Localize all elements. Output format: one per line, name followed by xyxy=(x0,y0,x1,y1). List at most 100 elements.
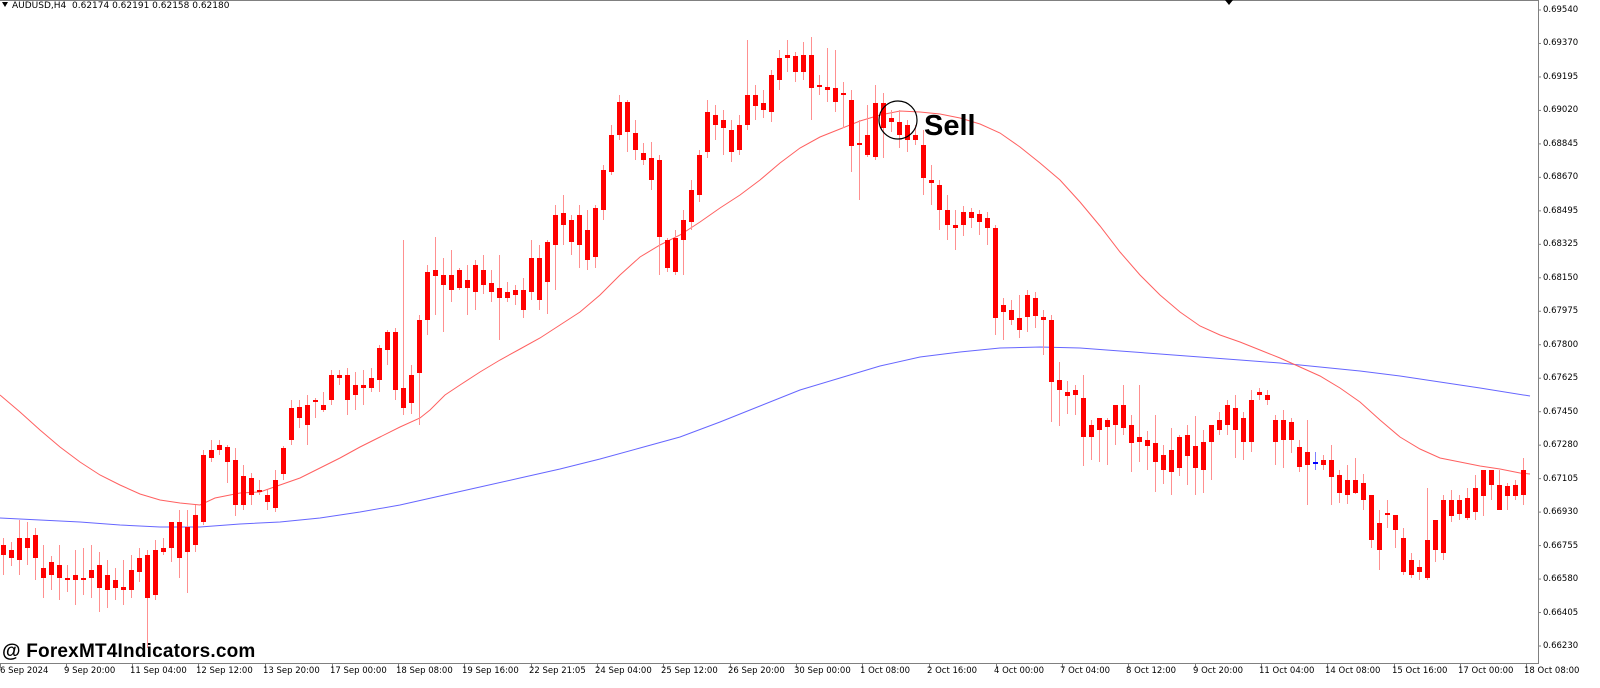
candle xyxy=(249,473,254,505)
candle xyxy=(977,210,982,235)
candle xyxy=(337,370,342,385)
candle xyxy=(153,540,158,600)
candle xyxy=(1489,470,1494,500)
candle xyxy=(553,205,558,290)
collapse-triangle-icon[interactable] xyxy=(2,2,8,7)
time-tick-label: 19 Sep 16:00 xyxy=(462,666,519,676)
candle xyxy=(1177,435,1182,476)
candle xyxy=(1473,475,1478,520)
candle xyxy=(281,446,286,480)
candle xyxy=(961,206,966,236)
candle xyxy=(345,368,350,415)
candle xyxy=(489,270,494,302)
candle xyxy=(1081,375,1086,466)
candle xyxy=(113,568,118,600)
candle xyxy=(849,90,854,172)
candle xyxy=(129,555,134,598)
price-tick-label: 0.67625 xyxy=(1543,373,1579,384)
candle xyxy=(777,50,782,90)
candle xyxy=(1137,385,1142,462)
candle xyxy=(161,538,166,555)
symbol-timeframe: AUDUSD,H4 xyxy=(12,1,67,11)
candle xyxy=(1369,495,1374,548)
price-tick-label: 0.69020 xyxy=(1543,105,1579,116)
candle xyxy=(353,372,358,410)
candle xyxy=(633,120,638,160)
candle xyxy=(953,210,958,250)
candle xyxy=(641,143,646,165)
candle xyxy=(1009,300,1014,325)
candle xyxy=(97,552,102,612)
candle xyxy=(929,165,934,205)
candle xyxy=(41,545,46,598)
price-tick-label: 0.68845 xyxy=(1543,138,1579,149)
candle xyxy=(1313,452,1318,470)
time-tick-label: 18 Sep 08:00 xyxy=(396,666,453,676)
candle xyxy=(433,237,438,315)
time-tick-label: 15 Oct 16:00 xyxy=(1392,666,1448,676)
candle xyxy=(737,115,742,155)
time-tick-label: 7 Oct 04:00 xyxy=(1060,666,1111,676)
candle xyxy=(385,330,390,365)
candle xyxy=(1209,425,1214,480)
candle xyxy=(1329,445,1334,505)
moving-average-fast xyxy=(0,110,1531,506)
candle xyxy=(673,230,678,275)
candle xyxy=(73,550,78,605)
candle xyxy=(1441,495,1446,560)
candle xyxy=(369,368,374,392)
candle xyxy=(601,165,606,220)
candle xyxy=(1001,298,1006,340)
candle xyxy=(993,225,998,335)
candle xyxy=(857,120,862,200)
ohlc-values: 0.62174 0.62191 0.62158 0.62180 xyxy=(72,1,230,11)
candle xyxy=(225,445,230,483)
candle xyxy=(529,240,534,300)
candle xyxy=(145,550,150,648)
candle xyxy=(169,522,174,562)
candle xyxy=(713,105,718,140)
candle xyxy=(745,40,750,130)
candle xyxy=(1377,510,1382,570)
price-tick-label: 0.66755 xyxy=(1543,540,1579,551)
candle xyxy=(17,520,22,575)
price-tick-label: 0.67105 xyxy=(1543,473,1579,484)
time-tick-label: 9 Oct 20:00 xyxy=(1193,666,1244,676)
price-tick-label: 0.67450 xyxy=(1543,406,1579,417)
candlestick-series xyxy=(1,37,1526,648)
candle xyxy=(1025,290,1030,332)
candle xyxy=(65,565,70,592)
candle xyxy=(897,110,902,148)
candle xyxy=(361,370,366,405)
time-tick-label: 30 Sep 00:00 xyxy=(794,666,851,676)
candle xyxy=(1017,295,1022,338)
time-tick-label: 12 Sep 12:00 xyxy=(196,666,253,676)
candle xyxy=(1289,418,1294,453)
candle xyxy=(833,50,838,112)
candle xyxy=(25,522,30,565)
candle xyxy=(1,538,6,575)
candle xyxy=(873,85,878,160)
candle xyxy=(1353,458,1358,494)
candle xyxy=(89,545,94,598)
candle xyxy=(1481,470,1486,516)
candle xyxy=(121,560,126,605)
candle xyxy=(889,110,894,132)
candle xyxy=(409,365,414,414)
candle xyxy=(1217,412,1222,435)
candle xyxy=(401,240,406,415)
price-tick-label: 0.69195 xyxy=(1543,71,1579,82)
candle xyxy=(305,395,310,445)
moving-average-slow xyxy=(0,346,1531,528)
candle xyxy=(449,250,454,302)
candle xyxy=(921,130,926,195)
candle xyxy=(1193,416,1198,495)
candle xyxy=(1409,553,1414,578)
candle xyxy=(1345,465,1350,504)
candle xyxy=(465,265,470,315)
candle xyxy=(241,465,246,510)
watermark: @ ForexMT4Indicators.com xyxy=(2,641,256,662)
candle xyxy=(81,548,86,595)
candle xyxy=(233,448,238,516)
